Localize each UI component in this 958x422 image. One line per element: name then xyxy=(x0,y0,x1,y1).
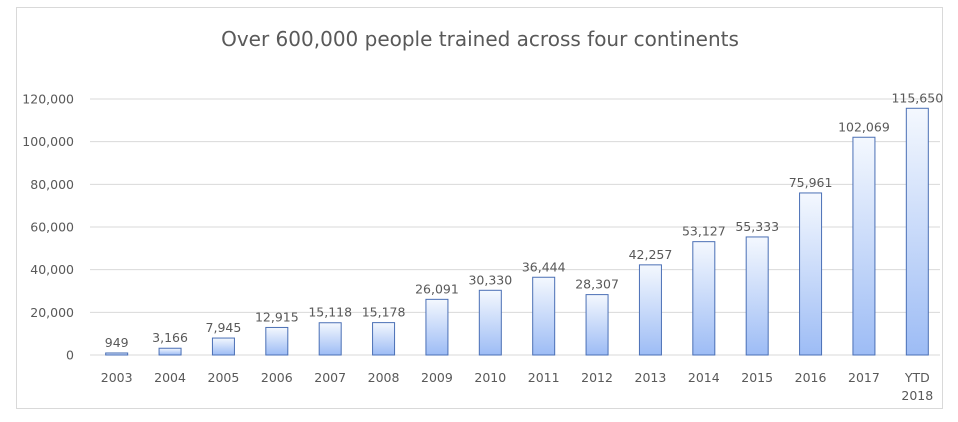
x-tick-label: 2018 xyxy=(901,388,933,403)
bar xyxy=(799,192,823,356)
bars xyxy=(105,107,929,356)
data-label: 53,127 xyxy=(682,224,726,239)
bar xyxy=(532,276,556,356)
data-label: 3,166 xyxy=(152,330,188,345)
data-label: 26,091 xyxy=(415,281,459,296)
x-tick-label: 2010 xyxy=(474,370,506,385)
bar xyxy=(211,337,235,356)
data-label: 7,945 xyxy=(206,320,242,335)
bar xyxy=(265,326,289,356)
y-axis: 0 20,000 40,000 60,000 80,000 100,000 120,000 xyxy=(22,92,74,363)
bar xyxy=(372,322,396,356)
data-label: 102,069 xyxy=(838,119,890,134)
x-tick-label: 2004 xyxy=(154,370,186,385)
data-labels: 949 3,166 7,945 12,915 15,118 15,178 26,091 30,… xyxy=(105,90,943,350)
y-tick-label: 120,000 xyxy=(22,92,74,107)
y-tick-label: 80,000 xyxy=(30,177,74,192)
x-tick-label: 2012 xyxy=(581,370,613,385)
bar xyxy=(425,298,449,356)
y-tick-label: 100,000 xyxy=(22,134,74,149)
x-tick-label: 2009 xyxy=(421,370,453,385)
data-label: 30,330 xyxy=(468,272,512,287)
bar xyxy=(852,136,876,356)
bar xyxy=(585,294,609,356)
data-label: 75,961 xyxy=(789,175,833,190)
chart-title: Over 600,000 people trained across four … xyxy=(221,27,739,51)
bar xyxy=(318,322,342,356)
data-label: 12,915 xyxy=(255,309,299,324)
x-tick-label: 2003 xyxy=(101,370,133,385)
x-axis: 2003 2004 2005 2006 2007 2008 2009 2010 2011 2012… xyxy=(101,370,933,403)
data-label: 55,333 xyxy=(735,219,779,234)
y-tick-label: 20,000 xyxy=(30,305,74,320)
data-label: 15,118 xyxy=(308,305,352,320)
bar xyxy=(692,241,716,356)
x-tick-label: 2017 xyxy=(848,370,880,385)
y-tick-label: 0 xyxy=(66,348,74,363)
y-tick-label: 40,000 xyxy=(30,262,74,277)
bar xyxy=(905,107,929,356)
x-tick-label: 2011 xyxy=(528,370,560,385)
bar xyxy=(478,289,502,356)
bar xyxy=(745,236,769,356)
x-tick-label: 2014 xyxy=(688,370,720,385)
data-label: 115,650 xyxy=(891,90,943,105)
x-tick-label: 2006 xyxy=(261,370,293,385)
x-tick-label: 2016 xyxy=(795,370,827,385)
bar xyxy=(638,264,662,356)
x-tick-label: 2007 xyxy=(314,370,346,385)
x-tick-label: YTD xyxy=(904,370,930,385)
y-tick-label: 60,000 xyxy=(30,220,74,235)
x-tick-label: 2005 xyxy=(208,370,240,385)
data-label: 28,307 xyxy=(575,277,619,292)
bar xyxy=(105,352,129,356)
x-tick-label: 2015 xyxy=(741,370,773,385)
x-tick-label: 2008 xyxy=(368,370,400,385)
data-label: 42,257 xyxy=(629,247,673,262)
data-label: 36,444 xyxy=(522,259,566,274)
bar xyxy=(158,347,182,356)
data-label: 949 xyxy=(105,335,129,350)
data-label: 15,178 xyxy=(362,305,406,320)
x-tick-label: 2013 xyxy=(635,370,667,385)
